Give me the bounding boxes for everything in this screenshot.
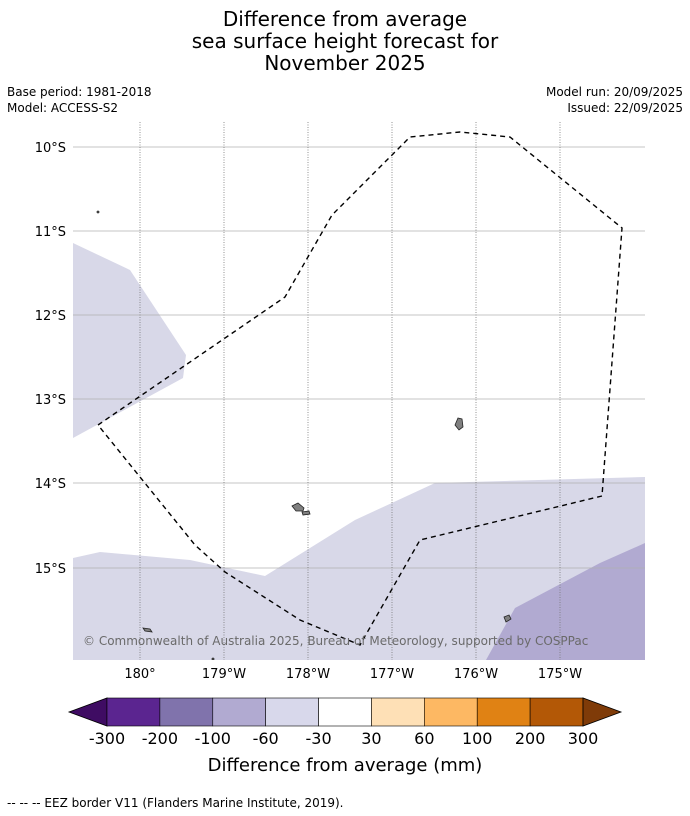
- title-line-1: Difference from average: [222, 7, 468, 31]
- islands: [96, 210, 512, 660]
- colorbar-tick-label: 60: [414, 729, 434, 748]
- colorbar-segment: [265, 697, 319, 727]
- colorbar-tick-label: -100: [195, 729, 231, 748]
- colorbar-segment: [106, 697, 161, 727]
- colorbar-segment: [529, 697, 584, 727]
- lat-gridlines: [73, 146, 645, 569]
- colorbar-segment: [159, 697, 214, 727]
- meta-left: Base period: 1981-2018 Model: ACCESS-S2: [7, 84, 152, 116]
- base-period-text: Base period: 1981-2018: [7, 85, 152, 99]
- title-line-3: November 2025: [264, 51, 426, 75]
- eez-border: [96, 131, 623, 646]
- colorbar-tick-label: -200: [142, 729, 178, 748]
- colorbar-segment: [371, 697, 425, 727]
- model-text: Model: ACCESS-S2: [7, 101, 119, 115]
- lon-label: 176°W: [454, 667, 498, 682]
- colorbar-extend-high: [582, 697, 623, 727]
- colorbar-tick-label: -300: [89, 729, 125, 748]
- colorbar-title: Difference from average (mm): [208, 755, 483, 776]
- lat-label: 10°S: [35, 141, 66, 156]
- colorbar-tick-label: 200: [515, 729, 546, 748]
- colorbar-tick-label: 100: [462, 729, 493, 748]
- colorbar-segment: [476, 697, 531, 727]
- lat-label: 11°S: [35, 225, 66, 240]
- colorbar-tick-label: -60: [253, 729, 279, 748]
- colorbar-legend: -300 -200 -100 -60 -30 30 60 100 200 300 Differenc…: [67, 697, 623, 776]
- lat-label: 15°S: [35, 562, 66, 577]
- meta-right: Model run: 20/09/2025 Issued: 22/09/2025: [546, 84, 683, 116]
- model-run-text: Model run: 20/09/2025: [545, 85, 683, 99]
- island-west: [291, 502, 305, 512]
- island-dot-northwest: [96, 210, 100, 214]
- lat-label: 13°S: [35, 393, 66, 408]
- lon-label: 175°W: [538, 667, 582, 682]
- island-west-small: [301, 510, 311, 516]
- eez-footer-note: -- -- -- EEZ border V11 (Flanders Marine…: [7, 796, 344, 810]
- lon-gridlines: [139, 122, 561, 660]
- anomaly-region-west: [73, 243, 186, 438]
- title-line-2: sea surface height forecast for: [191, 29, 499, 53]
- colorbar-tick-label: 300: [568, 729, 599, 748]
- colorbar-extend-low: [67, 697, 108, 727]
- colorbar-segment: [212, 697, 266, 727]
- lat-label: 14°S: [35, 477, 66, 492]
- lon-label: 180°: [124, 667, 155, 682]
- colorbar-segment: [424, 697, 478, 727]
- map: © Commonwealth of Australia 2025, Bureau…: [35, 122, 645, 682]
- copyright-text: © Commonwealth of Australia 2025, Bureau…: [83, 634, 588, 648]
- island-southeast: [503, 614, 512, 623]
- lon-label: 179°W: [202, 667, 246, 682]
- colorbar-segment: [318, 697, 372, 727]
- chart-title: Difference from average sea surface heig…: [0, 8, 690, 74]
- colorbar-tick-label: 30: [361, 729, 381, 748]
- lon-labels: 180° 179°W 178°W 177°W 176°W 175°W: [124, 667, 582, 682]
- island-southwest: [142, 627, 153, 633]
- lon-label: 177°W: [370, 667, 414, 682]
- issued-text: Issued: 22/09/2025: [567, 101, 683, 115]
- island-dot-south: [211, 657, 215, 660]
- lat-labels: 10°S 11°S 12°S 13°S 14°S 15°S: [35, 141, 66, 577]
- anomaly-region-southeast: [486, 543, 645, 660]
- lat-label: 12°S: [35, 309, 66, 324]
- anomaly-region-south: [73, 477, 645, 660]
- lon-label: 178°W: [286, 667, 330, 682]
- colorbar-tick-label: -30: [305, 729, 331, 748]
- island-east: [454, 417, 464, 431]
